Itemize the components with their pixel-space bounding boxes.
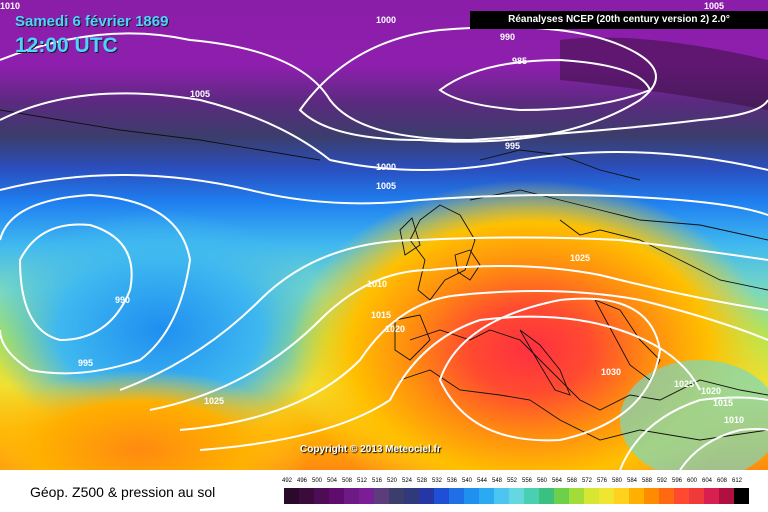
scale-swatch (419, 488, 434, 504)
scale-swatch (464, 488, 479, 504)
scale-label: 552 (506, 478, 517, 484)
scale-label: 520 (386, 478, 397, 484)
scale-swatch (389, 488, 404, 504)
scale-swatch (554, 488, 569, 504)
isobar-label: 1000 (376, 162, 396, 172)
scale-label: 528 (416, 478, 427, 484)
scale-swatch (314, 488, 329, 504)
isobar-label: 1025 (570, 253, 590, 263)
scale-swatch (494, 488, 509, 504)
scale-swatch (704, 488, 719, 504)
scale-label: 556 (521, 478, 532, 484)
scale-label: 604 (701, 478, 712, 484)
scale-label: 500 (311, 478, 322, 484)
scale-swatch (344, 488, 359, 504)
isobar-label: 1010 (724, 415, 744, 425)
weather-map: 1010 1000 990 985 1005 995 1000 1005 102… (0, 0, 768, 470)
scale-label: 560 (536, 478, 547, 484)
legend-title: Géop. Z500 & pression au sol (30, 484, 216, 500)
isobar-label: 995 (505, 141, 520, 151)
scale-label: 592 (656, 478, 667, 484)
scale-label: 544 (476, 478, 487, 484)
isobar-labels: 1010 1000 990 985 1005 995 1000 1005 102… (0, 1, 744, 425)
scale-swatch (569, 488, 584, 504)
scale-label: 540 (461, 478, 472, 484)
isobar-label: 1020 (385, 324, 405, 334)
isobar-label: 1005 (704, 1, 724, 11)
scale-label: 504 (326, 478, 337, 484)
scale-label: 532 (431, 478, 442, 484)
scale-label: 572 (581, 478, 592, 484)
scale-swatch (509, 488, 524, 504)
isobar-label: 1025 (204, 396, 224, 406)
scale-label: 612 (731, 478, 742, 484)
scale-swatch (659, 488, 674, 504)
isobar-label: 995 (78, 358, 93, 368)
isobar-label: 1015 (713, 398, 733, 408)
scale-label: 564 (551, 478, 562, 484)
scale-swatch (449, 488, 464, 504)
scale-swatch (299, 488, 314, 504)
scale-label: 608 (716, 478, 727, 484)
scale-swatch (374, 488, 389, 504)
scale-swatch (674, 488, 689, 504)
scale-label: 548 (491, 478, 502, 484)
color-scale: 492 496 500 504 508 512 516 520 524 528 532 536 540 5… (282, 478, 754, 506)
scale-swatch (284, 488, 299, 504)
scale-swatch (479, 488, 494, 504)
scale-label: 492 (281, 478, 292, 484)
scale-label: 584 (626, 478, 637, 484)
scale-label: 512 (356, 478, 367, 484)
scale-swatch (329, 488, 344, 504)
isobar-label: 1020 (701, 386, 721, 396)
map-date: Samedi 6 février 1869 (15, 13, 169, 30)
scale-label: 536 (446, 478, 457, 484)
scale-swatch (584, 488, 599, 504)
isobar-label: 1010 (0, 1, 20, 11)
scale-label: 568 (566, 478, 577, 484)
scale-swatch (359, 488, 374, 504)
scale-swatch (644, 488, 659, 504)
scale-swatch (614, 488, 629, 504)
cold-core (560, 37, 768, 110)
isobar-label: 1000 (376, 15, 396, 25)
scale-swatch (524, 488, 539, 504)
scale-swatch (539, 488, 554, 504)
map-canvas: 1010 1000 990 985 1005 995 1000 1005 102… (0, 0, 768, 470)
map-time: 12:00 UTC (15, 34, 118, 57)
isobar-label: 990 (115, 295, 130, 305)
scale-swatch (599, 488, 614, 504)
scale-swatch (689, 488, 704, 504)
scale-swatch (734, 488, 749, 504)
scale-label: 580 (611, 478, 622, 484)
southwest-ridge (0, 370, 310, 470)
scale-label: 496 (296, 478, 307, 484)
copyright-notice: Copyright © 2013 Meteociel.fr (300, 444, 441, 455)
isobar-label: 1005 (376, 181, 396, 191)
isobar-label: 1010 (367, 279, 387, 289)
scale-label: 596 (671, 478, 682, 484)
isobar-label: 1005 (190, 89, 210, 99)
scale-swatch (404, 488, 419, 504)
scale-label: 588 (641, 478, 652, 484)
isobar-label: 985 (512, 56, 527, 66)
scale-label: 508 (341, 478, 352, 484)
isobar-label: 1015 (371, 310, 391, 320)
isobar-label: 1030 (601, 367, 621, 377)
scale-label: 576 (596, 478, 607, 484)
data-source-banner: Réanalyses NCEP (20th century version 2)… (470, 11, 768, 29)
isobars (0, 26, 768, 470)
scale-swatch (434, 488, 449, 504)
scale-label: 516 (371, 478, 382, 484)
isobar-label: 990 (500, 32, 515, 42)
scale-swatch (629, 488, 644, 504)
scale-swatch (719, 488, 734, 504)
coastlines (0, 109, 768, 441)
scale-label: 524 (401, 478, 412, 484)
scale-label: 600 (686, 478, 697, 484)
isobar-label: 1025 (674, 379, 694, 389)
